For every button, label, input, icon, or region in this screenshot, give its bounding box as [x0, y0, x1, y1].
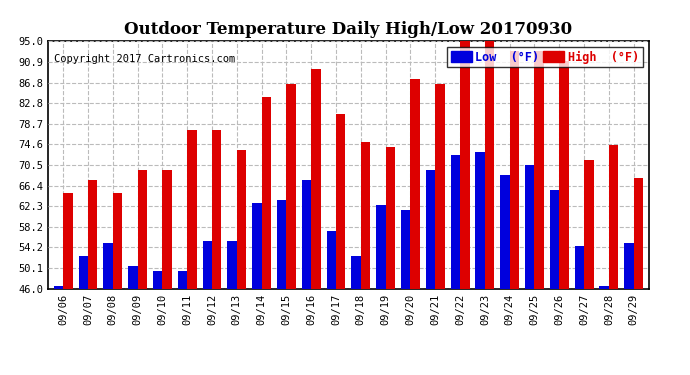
Bar	[351, 256, 361, 289]
Bar	[104, 243, 112, 289]
Bar	[112, 193, 122, 289]
Bar	[560, 62, 569, 289]
Bar	[575, 246, 584, 289]
Bar	[609, 145, 618, 289]
Bar	[88, 180, 97, 289]
Bar	[633, 178, 643, 289]
Bar	[162, 170, 172, 289]
Bar	[535, 51, 544, 289]
Legend: Low  (°F), High  (°F): Low (°F), High (°F)	[447, 47, 642, 68]
Bar	[500, 175, 510, 289]
Bar	[475, 152, 485, 289]
Bar	[401, 210, 411, 289]
Bar	[600, 286, 609, 289]
Bar	[253, 203, 262, 289]
Bar	[54, 286, 63, 289]
Bar	[510, 51, 519, 289]
Bar	[435, 84, 444, 289]
Bar	[237, 150, 246, 289]
Bar	[624, 243, 633, 289]
Bar	[426, 170, 435, 289]
Bar	[228, 241, 237, 289]
Bar	[262, 97, 271, 289]
Bar	[63, 193, 72, 289]
Bar	[460, 41, 469, 289]
Bar	[411, 79, 420, 289]
Bar	[137, 170, 147, 289]
Bar	[128, 266, 137, 289]
Bar	[550, 190, 560, 289]
Text: Copyright 2017 Cartronics.com: Copyright 2017 Cartronics.com	[55, 54, 235, 64]
Bar	[525, 165, 535, 289]
Bar	[451, 155, 460, 289]
Bar	[386, 147, 395, 289]
Bar	[361, 142, 371, 289]
Bar	[485, 41, 494, 289]
Bar	[326, 231, 336, 289]
Bar	[336, 114, 346, 289]
Bar	[79, 256, 88, 289]
Bar	[286, 84, 296, 289]
Bar	[203, 241, 212, 289]
Title: Outdoor Temperature Daily High/Low 20170930: Outdoor Temperature Daily High/Low 20170…	[124, 21, 573, 38]
Bar	[212, 130, 221, 289]
Bar	[311, 69, 321, 289]
Bar	[187, 130, 197, 289]
Bar	[277, 200, 286, 289]
Bar	[302, 180, 311, 289]
Bar	[584, 160, 593, 289]
Bar	[376, 206, 386, 289]
Bar	[153, 271, 162, 289]
Bar	[178, 271, 187, 289]
